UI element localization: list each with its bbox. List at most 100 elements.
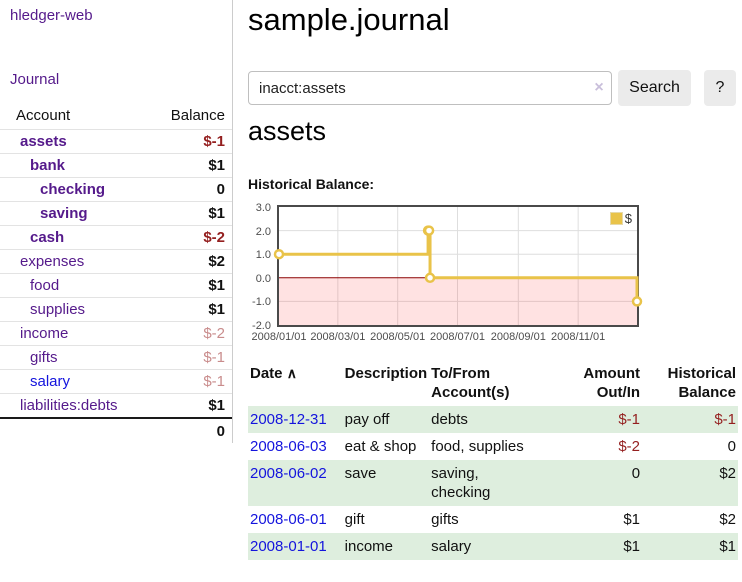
- account-link-bank[interactable]: bank: [30, 157, 66, 174]
- transaction-accounts: saving, checking: [429, 460, 540, 506]
- account-balance: $-1: [203, 133, 225, 150]
- transaction-balance: $-1: [642, 406, 738, 433]
- chart-plot[interactable]: $: [273, 205, 643, 327]
- account-balance: $1: [208, 157, 225, 174]
- account-row: cash $-2: [0, 225, 232, 249]
- account-link-assets[interactable]: assets: [20, 133, 67, 150]
- transaction-date-link[interactable]: 2008-06-01: [250, 511, 327, 528]
- account-balance: $1: [208, 397, 225, 414]
- register-table: Date ∧ Description To/From Account(s) Am…: [248, 360, 738, 560]
- date-column-header[interactable]: Date ∧: [248, 360, 343, 406]
- accounts-column-header: To/From Account(s): [431, 365, 510, 401]
- x-tick-label: 2008/05/01: [370, 331, 426, 343]
- transaction-balance: 0: [727, 438, 736, 455]
- register-header-row: Date ∧ Description To/From Account(s) Am…: [248, 360, 738, 406]
- sort-ascending-icon: ∧: [286, 365, 297, 381]
- search-bar: × Search ?: [248, 70, 742, 106]
- search-input[interactable]: [248, 71, 612, 105]
- transaction-description: eat & shop: [344, 438, 417, 455]
- transaction-description: income: [342, 533, 430, 560]
- account-row: saving $1: [0, 201, 232, 225]
- account-link-supplies[interactable]: supplies: [30, 301, 86, 318]
- account-row: liabilities:debts $1: [0, 393, 232, 417]
- account-link-cash[interactable]: cash: [30, 229, 65, 246]
- transaction-balance: $2: [719, 511, 736, 528]
- account-link-salary[interactable]: salary: [30, 373, 71, 390]
- y-tick-label: -2.0: [252, 320, 271, 332]
- y-tick-label: 0.0: [255, 272, 271, 285]
- transaction-description: save: [342, 460, 430, 506]
- chart-y-axis: -2.0 -1.0 0.0 1.0 2.0 3.0: [248, 202, 274, 332]
- clear-search-icon[interactable]: ×: [594, 79, 604, 96]
- legend-swatch-icon: [609, 212, 623, 225]
- transaction-balance: $1: [642, 533, 738, 560]
- transaction-date-link[interactable]: 2008-06-03: [250, 438, 327, 455]
- account-balance: $1: [208, 301, 225, 318]
- account-link-gifts[interactable]: gifts: [30, 349, 58, 366]
- account-balance: $-1: [203, 373, 225, 390]
- account-row: gifts $-1: [0, 345, 232, 369]
- account-row: food $1: [0, 273, 232, 297]
- transaction-amount: 0: [539, 460, 643, 506]
- register-row: 2008-06-01 gift gifts $1 $2: [248, 506, 738, 533]
- app-title-link[interactable]: hledger-web: [10, 7, 93, 24]
- account-balance: $-2: [203, 229, 225, 246]
- x-tick-label: 2008/07/01: [429, 331, 486, 343]
- x-tick-label: 2008/09/01: [490, 331, 546, 343]
- help-button[interactable]: ?: [704, 70, 736, 106]
- register-row: 2008-12-31 pay off debts $-1 $-1: [248, 406, 738, 433]
- account-column-header: Account: [16, 107, 71, 124]
- transaction-amount: $1: [539, 533, 643, 560]
- transaction-accounts: debts: [429, 406, 540, 433]
- account-row: salary $-1: [0, 369, 232, 393]
- account-row: bank $1: [0, 153, 232, 177]
- transaction-amount: $1: [623, 511, 641, 528]
- account-balance: $2: [208, 253, 225, 270]
- transaction-date-link[interactable]: 2008-06-02: [250, 465, 327, 482]
- main-content: sample.journal × Search ? assets Histori…: [248, 0, 742, 582]
- account-balance: $1: [208, 205, 225, 222]
- transaction-date-link[interactable]: 2008-01-01: [250, 538, 327, 555]
- description-column-header: Description: [344, 365, 428, 382]
- account-row: income $-2: [0, 321, 232, 345]
- accounts-total-value: 0: [216, 423, 225, 440]
- account-link-liabilities-debts[interactable]: liabilities:debts: [20, 397, 118, 414]
- y-tick-label: 2.0: [255, 225, 271, 238]
- transaction-date-link[interactable]: 2008-12-31: [250, 411, 327, 428]
- y-tick-label: 1.0: [255, 249, 271, 262]
- accounts-total-row: 0: [0, 417, 232, 444]
- balance-column-header: Historical Balance: [667, 365, 736, 401]
- page-title: sample.journal: [248, 2, 450, 37]
- y-tick-label: -1.0: [252, 296, 271, 309]
- account-link-food[interactable]: food: [30, 277, 60, 294]
- register-row: 2008-06-03 eat & shop food, supplies $-2…: [248, 433, 738, 460]
- account-balance: $1: [208, 277, 225, 294]
- transaction-accounts: gifts: [431, 511, 459, 528]
- chart-x-axis: 2008/01/01 2008/03/01 2008/05/01 2008/07/01…: [251, 331, 637, 345]
- transaction-accounts: salary: [429, 533, 540, 560]
- account-link-income[interactable]: income: [20, 325, 69, 342]
- historical-balance-chart: -2.0 -1.0 0.0 1.0 2.0 3.0 $ 2008/01/01 2008/03…: [248, 199, 742, 349]
- sidebar: hledger-web Journal Account Balance asse…: [0, 0, 233, 443]
- sidebar-item-journal[interactable]: Journal: [10, 71, 60, 88]
- transaction-description: gift: [344, 511, 365, 528]
- account-link-expenses[interactable]: expenses: [20, 253, 85, 270]
- search-button[interactable]: Search: [618, 70, 691, 106]
- date-header-label: Date: [250, 365, 283, 382]
- account-link-saving[interactable]: saving: [40, 205, 88, 222]
- account-heading: assets: [248, 116, 327, 146]
- y-tick-label: 3.0: [255, 202, 271, 214]
- accounts-table-header: Account Balance: [0, 103, 232, 129]
- transaction-amount: $-1: [539, 406, 643, 433]
- transaction-accounts: food, supplies: [431, 438, 524, 455]
- transaction-balance: $2: [642, 460, 738, 506]
- legend-label: $: [624, 211, 632, 226]
- chart-title: Historical Balance:: [248, 176, 375, 192]
- register-row: 2008-06-02 save saving, checking 0 $2: [248, 460, 738, 506]
- account-link-checking[interactable]: checking: [40, 181, 106, 198]
- balance-column-header: Balance: [170, 107, 225, 124]
- x-tick-label: 2008/11/01: [551, 331, 606, 343]
- register-row: 2008-01-01 income salary $1 $1: [248, 533, 738, 560]
- account-row: checking 0: [0, 177, 232, 201]
- chart-legend: $: [607, 210, 634, 227]
